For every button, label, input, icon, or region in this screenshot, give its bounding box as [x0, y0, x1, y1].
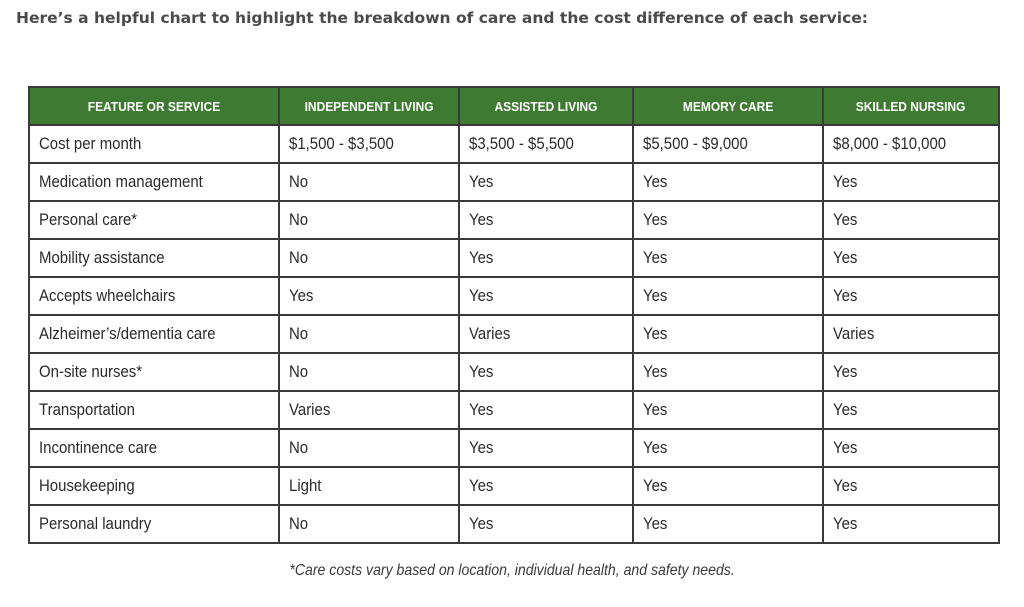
feature-cell: Incontinence care	[28, 428, 280, 468]
assisted-living-cell: Yes	[458, 238, 634, 278]
feature-cell: Housekeeping	[28, 466, 280, 506]
memory-care-cell: Yes	[632, 428, 824, 468]
care-comparison-table: FEATURE OR SERVICE INDEPENDENT LIVING AS…	[28, 86, 1000, 544]
feature-cell: Medication management	[28, 162, 280, 202]
assisted-living-cell: Varies	[458, 314, 634, 354]
memory-care-cell: Yes	[632, 390, 824, 430]
skilled-nursing-cell: Yes	[822, 200, 1000, 240]
skilled-nursing-cell: Yes	[822, 238, 1000, 278]
assisted-living-cell: Yes	[458, 466, 634, 506]
independent-living-cell: Yes	[278, 276, 460, 316]
memory-care-cell: Yes	[632, 466, 824, 506]
assisted-living-cell: Yes	[458, 390, 634, 430]
memory-care-cell: Yes	[632, 352, 824, 392]
feature-cell: Alzheimer’s/dementia care	[28, 314, 280, 354]
header-memory-care: MEMORY CARE	[632, 86, 824, 126]
table-header-row: FEATURE OR SERVICE INDEPENDENT LIVING AS…	[28, 86, 1000, 126]
footnote-text: *Care costs vary based on location, indi…	[289, 562, 735, 579]
memory-care-cell: Yes	[632, 276, 824, 316]
table-row: Mobility assistance No Yes Yes Yes	[28, 238, 1000, 278]
memory-care-cell: Yes	[632, 238, 824, 278]
independent-living-cell: No	[278, 504, 460, 544]
feature-cell: Personal care*	[28, 200, 280, 240]
assisted-living-cell: Yes	[458, 428, 634, 468]
assisted-living-cell: Yes	[458, 352, 634, 392]
table-row: Accepts wheelchairs Yes Yes Yes Yes	[28, 276, 1000, 316]
memory-care-cell: Yes	[632, 200, 824, 240]
footnote: *Care costs vary based on location, indi…	[0, 562, 1024, 580]
feature-cell: On-site nurses*	[28, 352, 280, 392]
skilled-nursing-cell: Yes	[822, 390, 1000, 430]
independent-living-cell: No	[278, 200, 460, 240]
feature-cell: Personal laundry	[28, 504, 280, 544]
header-feature: FEATURE OR SERVICE	[28, 86, 280, 126]
table-row: Medication management No Yes Yes Yes	[28, 162, 1000, 202]
feature-cell: Cost per month	[28, 124, 280, 164]
skilled-nursing-cell: Varies	[822, 314, 1000, 354]
table-row: Cost per month $1,500 - $3,500 $3,500 - …	[28, 124, 1000, 164]
feature-cell: Mobility assistance	[28, 238, 280, 278]
independent-living-cell: No	[278, 314, 460, 354]
table-row: Personal care* No Yes Yes Yes	[28, 200, 1000, 240]
assisted-living-cell: Yes	[458, 276, 634, 316]
table-row: Transportation Varies Yes Yes Yes	[28, 390, 1000, 430]
memory-care-cell: Yes	[632, 504, 824, 544]
independent-living-cell: No	[278, 238, 460, 278]
independent-living-cell: $1,500 - $3,500	[278, 124, 460, 164]
independent-living-cell: No	[278, 352, 460, 392]
header-assisted-living: ASSISTED LIVING	[458, 86, 634, 126]
skilled-nursing-cell: Yes	[822, 428, 1000, 468]
independent-living-cell: Light	[278, 466, 460, 506]
table-row: Housekeeping Light Yes Yes Yes	[28, 466, 1000, 506]
feature-cell: Transportation	[28, 390, 280, 430]
skilled-nursing-cell: Yes	[822, 352, 1000, 392]
memory-care-cell: Yes	[632, 162, 824, 202]
skilled-nursing-cell: $8,000 - $10,000	[822, 124, 1000, 164]
independent-living-cell: No	[278, 428, 460, 468]
skilled-nursing-cell: Yes	[822, 466, 1000, 506]
assisted-living-cell: Yes	[458, 162, 634, 202]
intro-text: Here’s a helpful chart to highlight the …	[16, 9, 868, 27]
independent-living-cell: Varies	[278, 390, 460, 430]
table-row: Personal laundry No Yes Yes Yes	[28, 504, 1000, 544]
skilled-nursing-cell: Yes	[822, 504, 1000, 544]
header-independent-living: INDEPENDENT LIVING	[278, 86, 460, 126]
assisted-living-cell: $3,500 - $5,500	[458, 124, 634, 164]
skilled-nursing-cell: Yes	[822, 276, 1000, 316]
skilled-nursing-cell: Yes	[822, 162, 1000, 202]
table-row: Incontinence care No Yes Yes Yes	[28, 428, 1000, 468]
assisted-living-cell: Yes	[458, 200, 634, 240]
table-row: Alzheimer’s/dementia care No Varies Yes …	[28, 314, 1000, 354]
header-skilled-nursing: SKILLED NURSING	[822, 86, 1000, 126]
independent-living-cell: No	[278, 162, 460, 202]
table-row: On-site nurses* No Yes Yes Yes	[28, 352, 1000, 392]
assisted-living-cell: Yes	[458, 504, 634, 544]
feature-cell: Accepts wheelchairs	[28, 276, 280, 316]
memory-care-cell: $5,500 - $9,000	[632, 124, 824, 164]
memory-care-cell: Yes	[632, 314, 824, 354]
